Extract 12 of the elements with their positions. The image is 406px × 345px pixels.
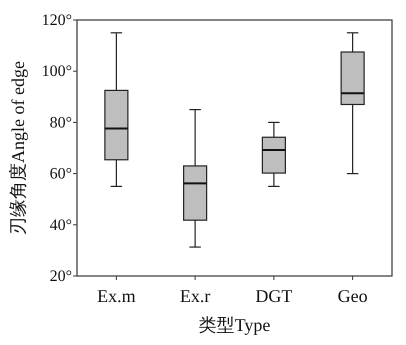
x-tick-label: DGT [255,286,292,306]
y-tick-label: 120° [42,12,72,29]
y-axis-title: 刃缘角度Angle of edge [8,61,28,235]
x-tick-label: Ex.r [180,286,210,306]
y-tick-label: 80° [50,114,72,132]
x-axis-title: 类型Type [198,315,270,335]
y-tick-label: 40° [50,216,72,234]
x-tick-label: Ex.m [97,286,136,306]
y-tick-label: 20° [50,268,72,285]
y-tick-label: 60° [50,166,72,183]
y-tick-label: 100° [42,63,72,80]
x-tick-label: Geo [338,286,368,306]
